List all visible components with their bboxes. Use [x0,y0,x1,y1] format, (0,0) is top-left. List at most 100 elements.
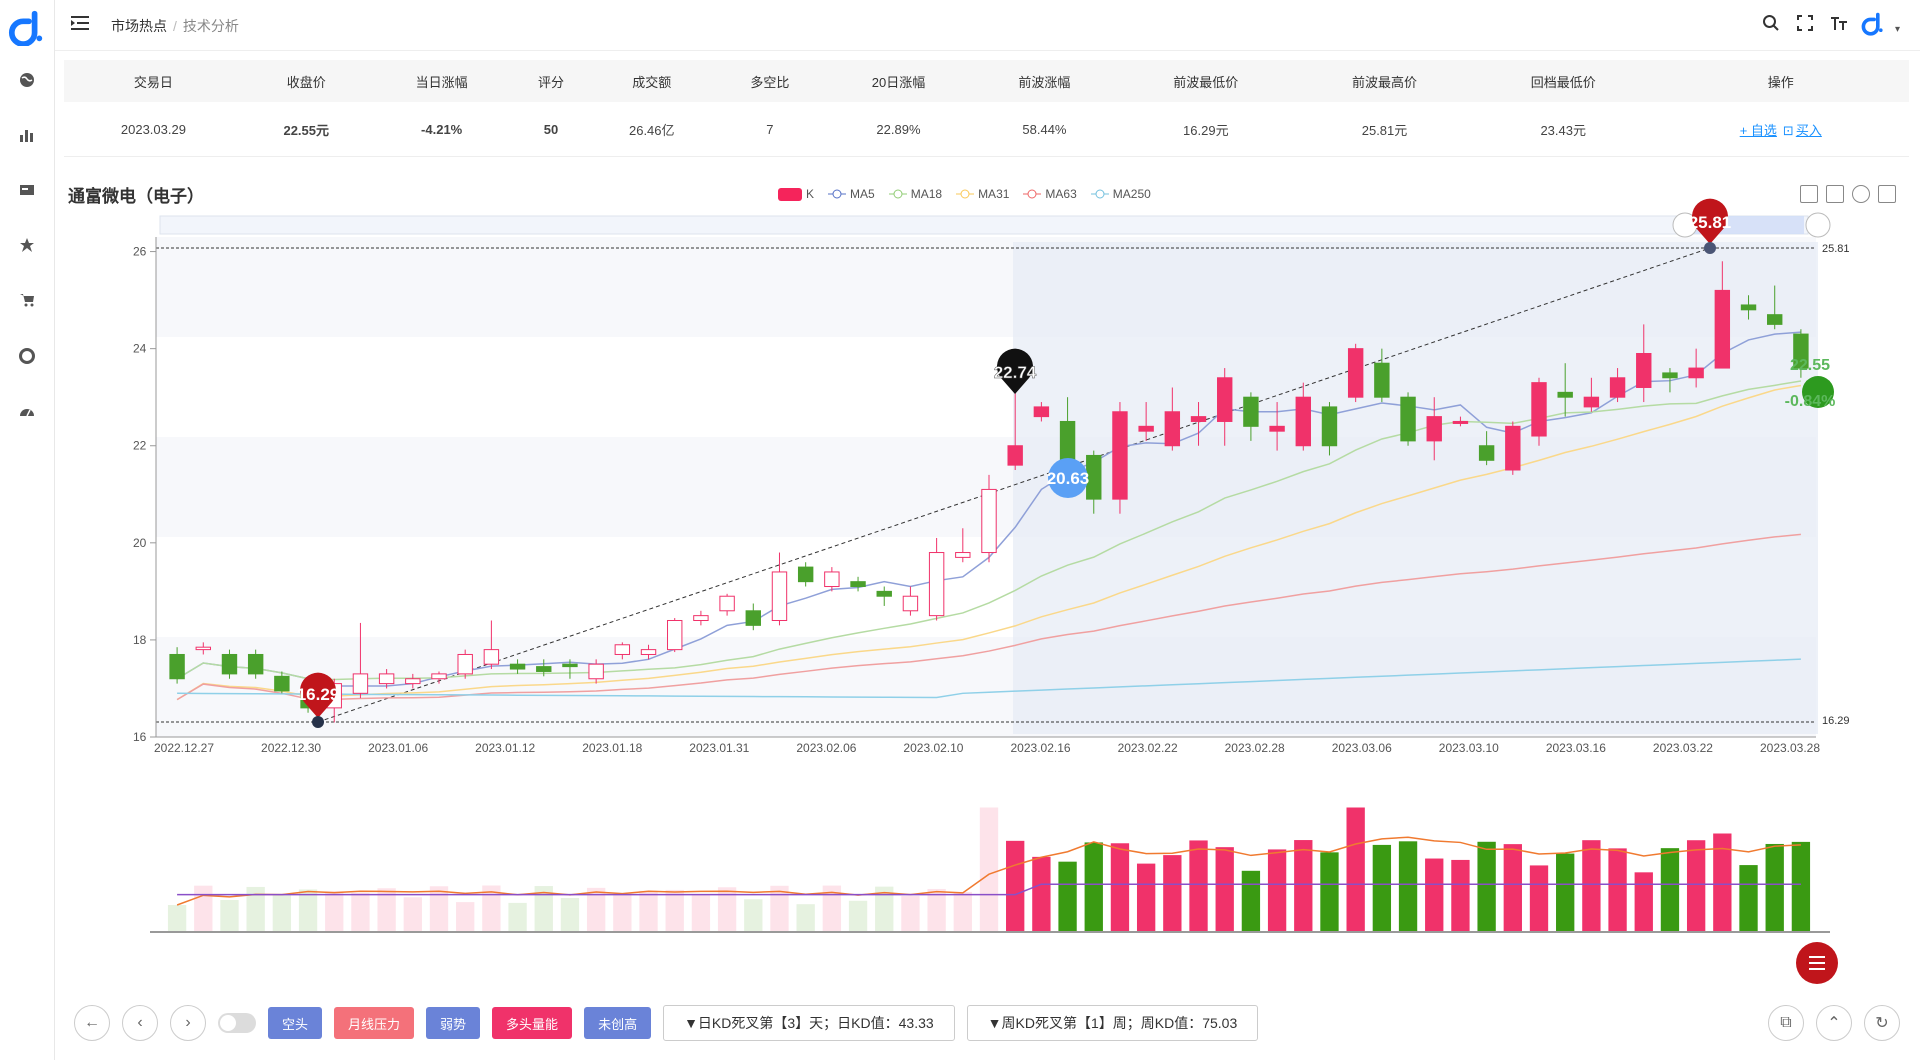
volume-bar[interactable] [1110,843,1130,931]
candle[interactable] [1531,382,1547,437]
volume-bar[interactable] [167,905,187,931]
volume-bar[interactable] [953,891,972,931]
last-price-marker[interactable]: 22.55 -0.84% [1785,357,1836,410]
candle[interactable] [824,571,840,588]
volume-bar[interactable] [1556,853,1575,931]
volume-bar[interactable] [1136,863,1156,931]
candle[interactable] [1217,377,1233,422]
volume-bar[interactable] [482,885,501,931]
candle[interactable] [1557,391,1573,398]
candle[interactable] [771,571,788,621]
candle[interactable] [1505,425,1521,471]
legend-item-ma18[interactable]: MA18 [888,187,942,201]
candle[interactable] [1321,406,1338,447]
volume-bar[interactable] [1398,841,1418,931]
volume-bar[interactable] [272,895,292,931]
back-button[interactable]: ← [74,1005,110,1041]
candle[interactable] [693,615,709,621]
next-button[interactable]: › [170,1005,206,1041]
volume-bar[interactable] [194,885,213,931]
volume-bar[interactable] [848,900,868,931]
candle[interactable] [1138,425,1154,432]
tag-no-new-high[interactable]: 未创高 [584,1007,652,1039]
kline-chart[interactable]: 25.81 16.29 26 24 22 20 18 16 2022.12.27 2022.… [0,0,1920,1000]
candle[interactable] [902,595,919,612]
volume-bar[interactable] [220,900,239,931]
tag-bullish-volume[interactable]: 多头量能 [492,1007,573,1039]
candle[interactable] [169,653,185,680]
restore-icon[interactable] [1852,185,1870,203]
volume-bar[interactable] [586,887,606,931]
toggle-switch[interactable] [218,1013,256,1033]
volume-bar[interactable] [1215,847,1234,931]
candle[interactable] [378,673,395,685]
datazoom-handle-right[interactable] [1805,212,1831,238]
volume-bar[interactable] [534,886,553,931]
candle[interactable] [876,590,892,597]
candle[interactable] [1452,420,1469,424]
volume-bar[interactable] [377,888,396,931]
volume-bar[interactable] [1686,840,1706,931]
candle[interactable] [1243,396,1259,427]
candle[interactable] [1793,333,1809,369]
candle[interactable] [1662,372,1678,379]
star-icon[interactable] [17,235,37,255]
pullback-pin[interactable]: 20.63 [1047,458,1090,498]
legend-item-ma31[interactable]: MA31 [956,187,1009,201]
volume-bar[interactable] [1320,852,1339,931]
chevron-down-icon[interactable]: ▾ [1894,24,1900,35]
volume-bar[interactable] [508,902,527,931]
volume-bar[interactable] [1241,870,1261,931]
candle[interactable] [483,649,500,665]
volume-bar[interactable] [560,897,580,931]
volume-bar[interactable] [1634,872,1653,931]
candle[interactable] [221,653,238,675]
breadcrumb-root[interactable]: 市场热点 [111,18,167,34]
fullscreen-icon[interactable] [1793,11,1817,35]
candle[interactable] [797,566,814,583]
mid-price-pin[interactable]: 22.74 [993,348,1037,394]
candle[interactable] [640,649,657,655]
candle[interactable] [1374,362,1390,398]
volume-bar[interactable] [1163,855,1182,931]
candle[interactable] [745,610,761,626]
volume-bar[interactable] [1739,865,1758,931]
volume-bar[interactable] [665,889,684,931]
candle[interactable] [1583,396,1600,408]
add-watchlist-link[interactable]: + 自选 [1739,122,1777,138]
volume-bar[interactable] [298,889,318,931]
volume-bar[interactable] [717,887,737,931]
volume-bar[interactable] [1372,844,1392,931]
volume-bar[interactable] [1660,848,1680,931]
low-price-pin[interactable]: 16.29 [297,672,340,728]
lifebuoy-icon[interactable] [17,346,37,366]
zoom-reset-icon[interactable] [1826,185,1844,203]
datazoom-slider[interactable] [159,215,1809,235]
volume-bar[interactable] [875,886,894,931]
candle[interactable] [1609,377,1626,398]
volume-bar[interactable] [1451,859,1470,931]
candle[interactable] [1478,445,1495,461]
volume-bar[interactable] [1006,840,1025,931]
card-icon[interactable] [17,180,37,200]
volume-bar[interactable] [1267,849,1287,931]
candle[interactable] [1714,289,1731,369]
candle[interactable] [1688,367,1704,379]
volume-bar[interactable] [1425,858,1444,931]
candle[interactable] [405,678,421,685]
save-image-icon[interactable] [1878,185,1896,203]
candle[interactable] [588,663,604,680]
candle[interactable] [1269,425,1285,432]
bar-chart-icon[interactable] [17,125,37,145]
volume-bar[interactable] [613,893,632,931]
candle[interactable] [1636,353,1652,388]
volume-bar[interactable] [927,888,946,931]
legend-item-ma250[interactable]: MA250 [1090,187,1151,201]
candle[interactable] [431,673,447,680]
tag-bearish[interactable]: 空头 [268,1007,323,1039]
legend-item-ma63[interactable]: MA63 [1023,187,1077,201]
globe-icon[interactable] [17,70,37,90]
volume-bar[interactable] [1477,841,1496,931]
candle[interactable] [195,646,211,651]
candle[interactable] [719,595,735,612]
